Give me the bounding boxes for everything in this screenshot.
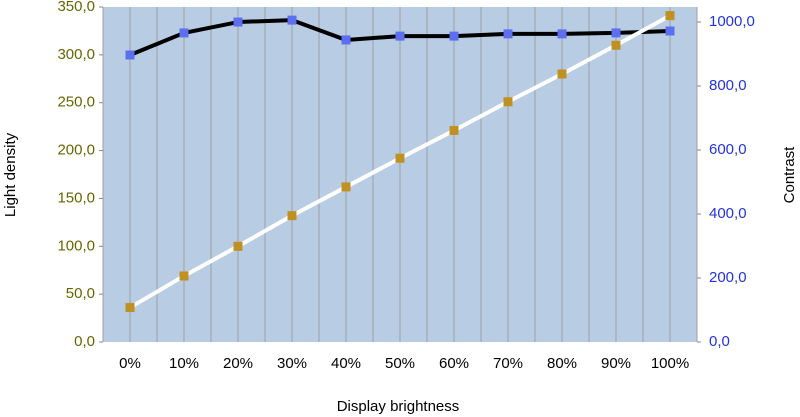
marker xyxy=(665,26,675,36)
x-tick-label: 40% xyxy=(331,355,361,372)
y-tick-label: 200,0 xyxy=(57,142,95,159)
marker xyxy=(179,271,189,281)
y-tick-label: 250,0 xyxy=(57,94,95,111)
x-tick-label: 100% xyxy=(651,355,689,372)
marker xyxy=(449,31,459,41)
y2-tick-label: 800,0 xyxy=(709,77,747,94)
marker xyxy=(125,50,135,60)
marker xyxy=(611,40,621,50)
y-tick-label: 0,0 xyxy=(74,333,95,350)
x-tick-label: 10% xyxy=(169,355,199,372)
marker xyxy=(557,69,567,79)
marker xyxy=(287,15,297,25)
y-tick-label: 350,0 xyxy=(57,0,95,15)
marker xyxy=(341,35,351,45)
marker xyxy=(233,241,243,251)
y2-tick-label: 0,0 xyxy=(709,333,730,350)
y-tick-label: 50,0 xyxy=(66,285,95,302)
marker xyxy=(395,31,405,41)
x-tick-label: 20% xyxy=(223,355,253,372)
y-axis-label: Light density xyxy=(2,132,19,217)
marker xyxy=(665,11,675,21)
y2-tick-label: 600,0 xyxy=(709,141,747,158)
marker xyxy=(503,97,513,107)
marker xyxy=(449,125,459,135)
marker xyxy=(179,28,189,38)
marker xyxy=(611,28,621,38)
y2-tick-label: 1000,0 xyxy=(709,13,755,30)
y2-tick-label: 200,0 xyxy=(709,269,747,286)
x-axis-label: Display brightness xyxy=(337,398,460,415)
marker xyxy=(233,17,243,27)
x-tick-label: 30% xyxy=(277,355,307,372)
y2-tick-label: 400,0 xyxy=(709,205,747,222)
x-tick-label: 60% xyxy=(439,355,469,372)
x-tick-label: 80% xyxy=(547,355,577,372)
marker xyxy=(503,29,513,39)
marker xyxy=(287,211,297,221)
marker xyxy=(395,153,405,163)
x-tick-label: 0% xyxy=(119,355,141,372)
y-tick-label: 300,0 xyxy=(57,46,95,63)
y-tick-label: 150,0 xyxy=(57,189,95,206)
y2-axis-label: Contrast xyxy=(781,146,798,204)
x-tick-label: 50% xyxy=(385,355,415,372)
marker xyxy=(341,182,351,192)
x-tick-label: 70% xyxy=(493,355,523,372)
marker xyxy=(125,303,135,313)
y-tick-label: 100,0 xyxy=(57,237,95,254)
x-tick-label: 90% xyxy=(601,355,631,372)
marker xyxy=(557,29,567,39)
